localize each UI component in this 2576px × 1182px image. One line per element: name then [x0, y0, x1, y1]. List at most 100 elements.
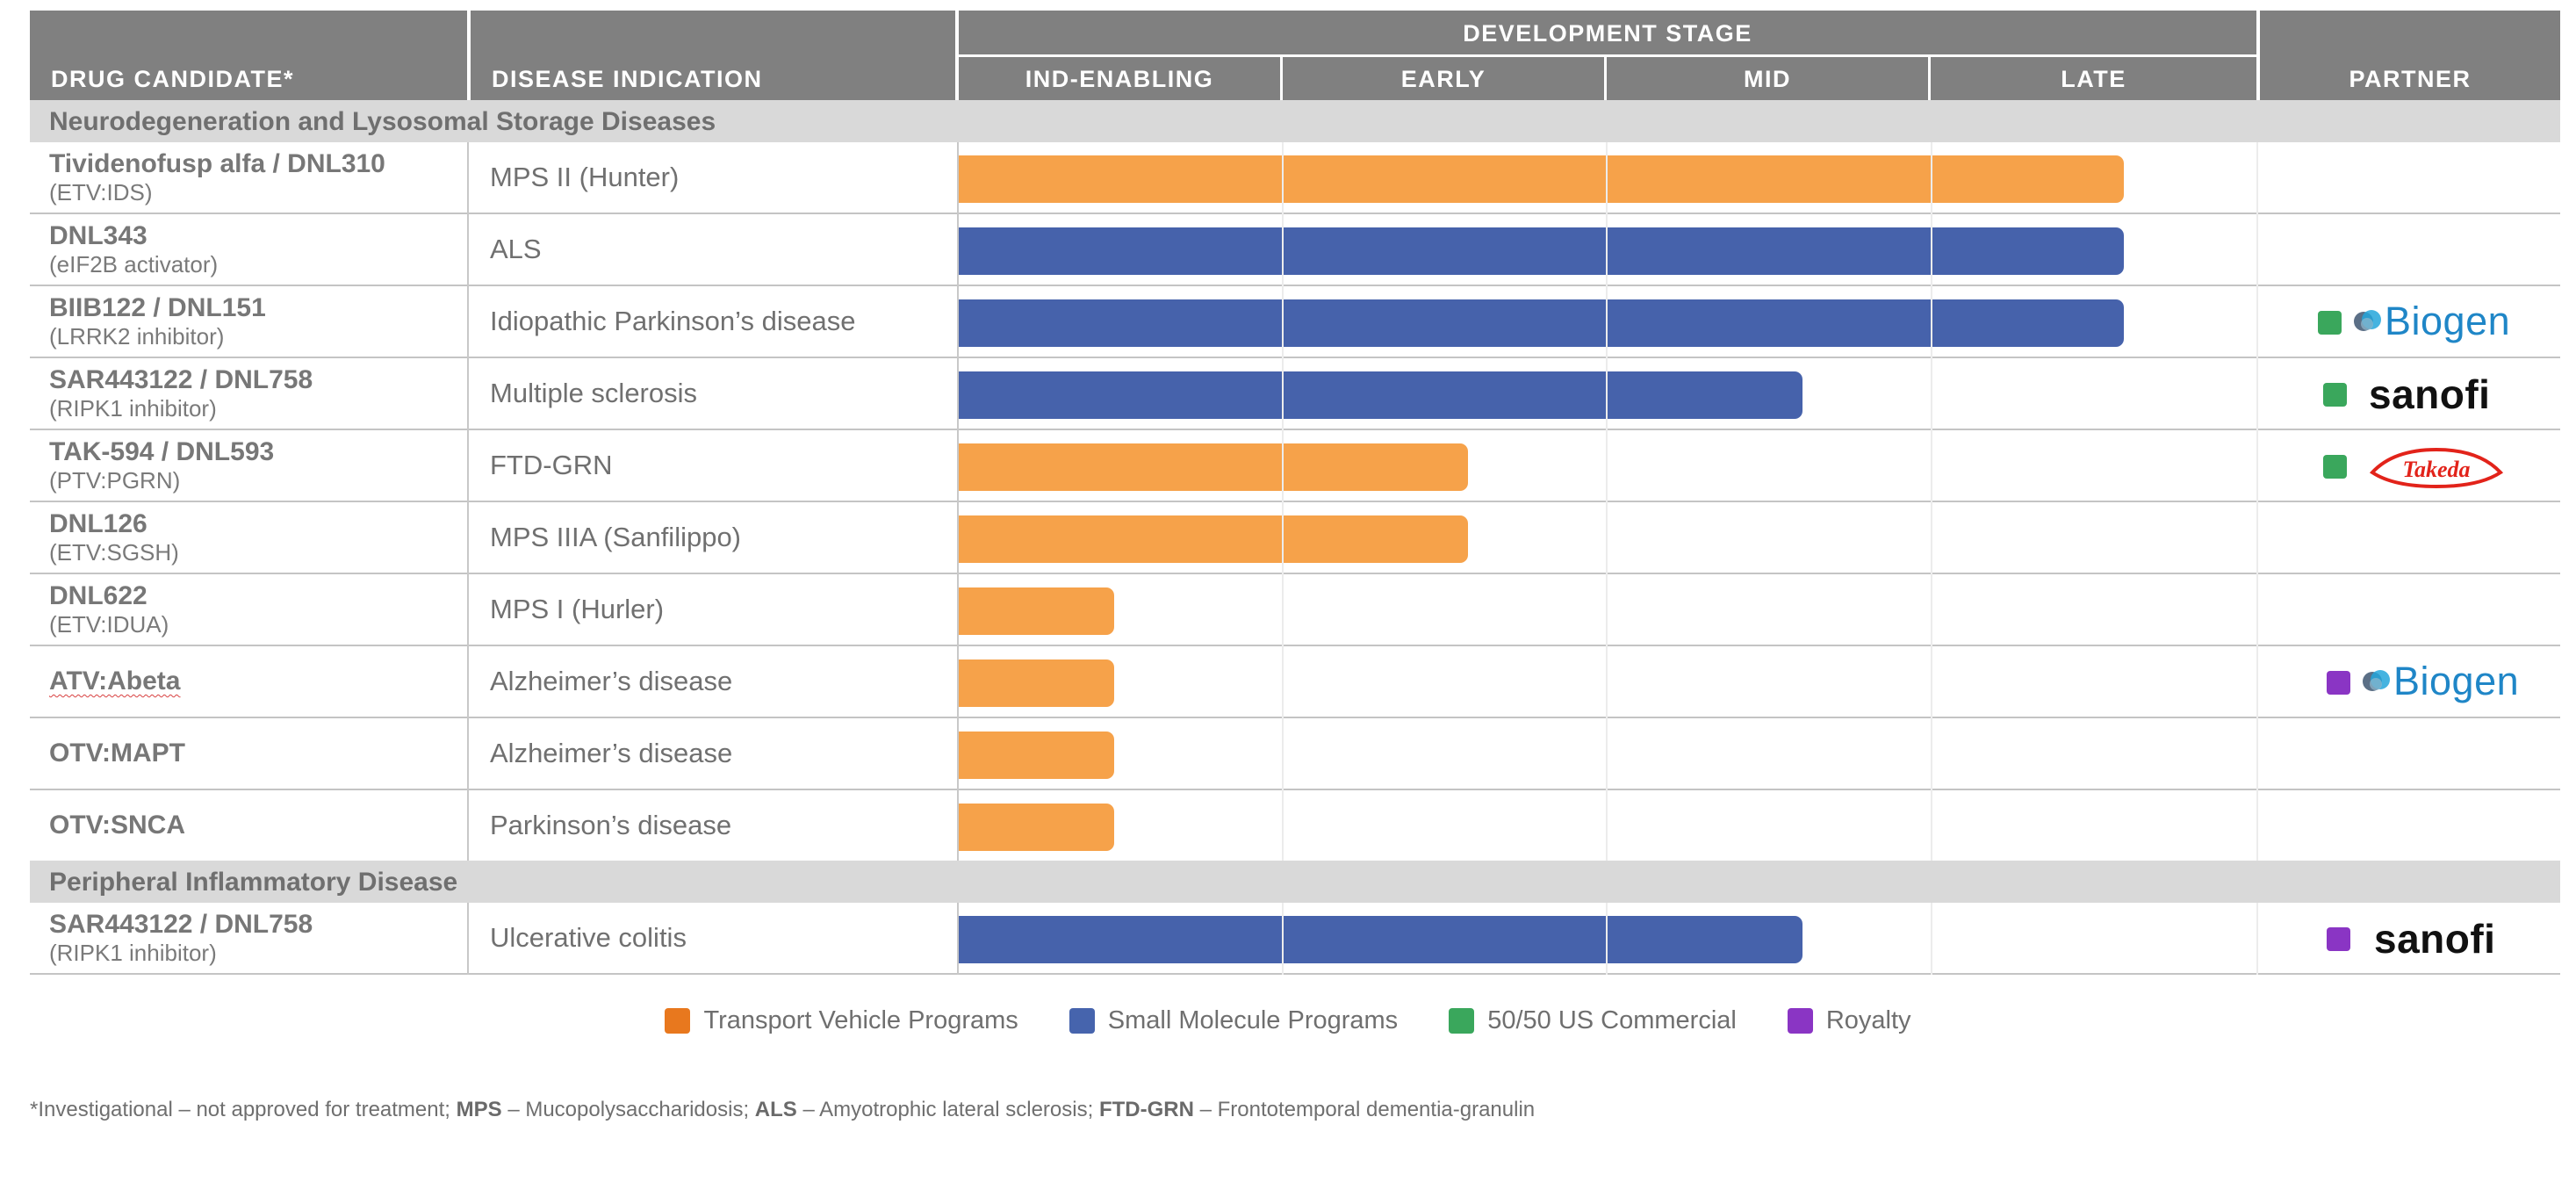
table-row: Tividenofusp alfa / DNL310 (ETV:IDS) MPS I… — [30, 142, 2560, 214]
biogen-logo: Biogen — [2353, 299, 2511, 343]
biogen-orb-icon — [2354, 310, 2381, 331]
section-header-peripheral: Peripheral Inflammatory Disease — [30, 861, 2560, 903]
table-row: TAK-594 / DNL593 (PTV:PGRN) FTD-GRN Takeda — [30, 430, 2560, 502]
drug-column-header: DRUG CANDIDATE* — [30, 11, 467, 100]
takeda-logo: Takeda — [2367, 446, 2506, 490]
drug-name: DNL343 — [49, 221, 148, 250]
biogen-wordmark: Biogen — [2385, 299, 2511, 343]
stage-bar — [959, 732, 1115, 779]
disease-indication: Idiopathic Parkinson’s disease — [490, 306, 856, 336]
drug-mechanism: (PTV:PGRN) — [49, 467, 181, 494]
drug-name: SAR443122 / DNL758 — [49, 365, 313, 394]
disease-indication: FTD-GRN — [490, 450, 613, 480]
stage-bar — [959, 299, 2124, 347]
stage-gridline — [1606, 903, 1608, 975]
stage-bar — [959, 227, 2124, 275]
stage-gridline — [1930, 142, 1932, 861]
legend-swatch — [665, 1008, 691, 1034]
disease-indication: Alzheimer’s disease — [490, 738, 733, 768]
drug-mechanism: (LRRK2 inhibitor) — [49, 323, 225, 350]
drug-candidate: SAR443122 / DNL758 (RIPK1 inhibitor) — [49, 903, 462, 973]
drug-candidate: DNL622 (ETV:IDUA) — [49, 574, 462, 645]
partner-cell — [2260, 142, 2560, 213]
stage-gridline — [2256, 142, 2258, 861]
development-stage-header: DEVELOPMENT STAGE IND-ENABLING EARLY MID… — [959, 11, 2256, 100]
commercial-marker — [2323, 383, 2347, 407]
legend-item: Royalty — [1787, 1006, 1911, 1035]
sanofi-logo: sanofi — [2374, 916, 2496, 962]
drug-name: DNL126 — [49, 509, 148, 538]
drug-candidate: Tividenofusp alfa / DNL310 (ETV:IDS) — [49, 142, 462, 213]
stage-bar — [959, 515, 1469, 563]
partner-cell: Biogen — [2260, 646, 2560, 717]
disease-indication: MPS IIIA (Sanfilippo) — [490, 522, 742, 552]
drug-name: DNL622 — [49, 581, 148, 610]
biogen-orb-icon — [2363, 670, 2390, 691]
drug-candidate: DNL343 (eIF2B activator) — [49, 214, 462, 285]
drug-candidate: OTV:MAPT — [49, 718, 462, 789]
stage-gridline — [1606, 142, 1608, 861]
stage-bar — [959, 155, 2124, 203]
table-row: OTV:SNCA Parkinson’s disease — [30, 790, 2560, 862]
partner-column-header: PARTNER — [2260, 11, 2560, 100]
partner-cell — [2260, 502, 2560, 573]
stage-ind-enabling: IND-ENABLING — [1025, 66, 1214, 92]
commercial-marker — [2318, 311, 2342, 335]
drug-candidate: OTV:SNCA — [49, 790, 462, 861]
stage-early: EARLY — [1400, 66, 1486, 92]
stage-divider — [1604, 57, 1607, 100]
drug-name: ATV:Abeta — [49, 667, 181, 696]
svg-text:Takeda: Takeda — [2402, 457, 2470, 482]
stage-bar — [959, 371, 1802, 419]
legend-item: 50/50 US Commercial — [1449, 1006, 1737, 1035]
axis-line — [957, 142, 959, 861]
drug-name: BIIB122 / DNL151 — [49, 293, 266, 322]
partner-cell: Takeda — [2260, 430, 2560, 501]
drug-name: OTV:SNCA — [49, 811, 186, 840]
stage-bar — [959, 587, 1115, 635]
legend-item: Small Molecule Programs — [1069, 1006, 1398, 1035]
footnote: *Investigational – not approved for trea… — [30, 1098, 1536, 1121]
table-row: ATV:Abeta Alzheimer’s disease Biogen — [30, 646, 2560, 718]
stage-bar — [959, 804, 1115, 851]
legend-swatch — [1787, 1008, 1813, 1034]
drug-mechanism: (ETV:SGSH) — [49, 539, 179, 566]
legend-swatch — [1449, 1008, 1475, 1034]
legend: Transport Vehicle Programs Small Molecul… — [0, 1006, 2576, 1035]
table-row: DNL622 (ETV:IDUA) MPS I (Hurler) — [30, 574, 2560, 646]
stage-gridline — [2256, 903, 2258, 975]
legend-swatch — [1069, 1008, 1095, 1034]
royalty-marker — [2327, 927, 2350, 951]
stage-divider — [1280, 57, 1283, 100]
drug-candidate: SAR443122 / DNL758 (RIPK1 inhibitor) — [49, 358, 462, 429]
stage-bar — [959, 659, 1115, 707]
legend-item: Transport Vehicle Programs — [665, 1006, 1018, 1035]
table-row: SAR443122 / DNL758 (RIPK1 inhibitor) Multi… — [30, 358, 2560, 430]
drug-mechanism: (RIPK1 inhibitor) — [49, 940, 217, 966]
drug-mechanism: (ETV:IDUA) — [49, 611, 169, 638]
stage-bar — [959, 916, 1802, 963]
table-row: BIIB122 / DNL151 (LRRK2 inhibitor) Idiopat… — [30, 286, 2560, 358]
disease-indication: Ulcerative colitis — [490, 922, 687, 953]
column-divider — [467, 142, 469, 861]
disease-indication: Alzheimer’s disease — [490, 666, 733, 696]
partner-cell — [2260, 790, 2560, 861]
table-row: SAR443122 / DNL758 (RIPK1 inhibitor) Ulcer… — [30, 903, 2560, 975]
disease-indication: Parkinson’s disease — [490, 810, 732, 840]
commercial-marker — [2323, 455, 2347, 479]
stage-gridline — [1930, 903, 1932, 975]
drug-mechanism: (RIPK1 inhibitor) — [49, 395, 217, 422]
royalty-marker — [2327, 671, 2350, 695]
stage-bar — [959, 443, 1469, 491]
sanofi-logo: sanofi — [2369, 371, 2491, 417]
partner-cell: Biogen — [2260, 286, 2560, 357]
drug-name: TAK-594 / DNL593 — [49, 437, 275, 466]
stage-divider — [1928, 57, 1931, 100]
partner-cell — [2260, 574, 2560, 645]
drug-mechanism: (eIF2B activator) — [49, 251, 219, 277]
column-divider — [467, 903, 469, 975]
drug-name: SAR443122 / DNL758 — [49, 910, 313, 939]
stage-gridline — [1281, 142, 1284, 861]
stage-mid: MID — [1744, 66, 1791, 92]
partner-cell — [2260, 214, 2560, 285]
